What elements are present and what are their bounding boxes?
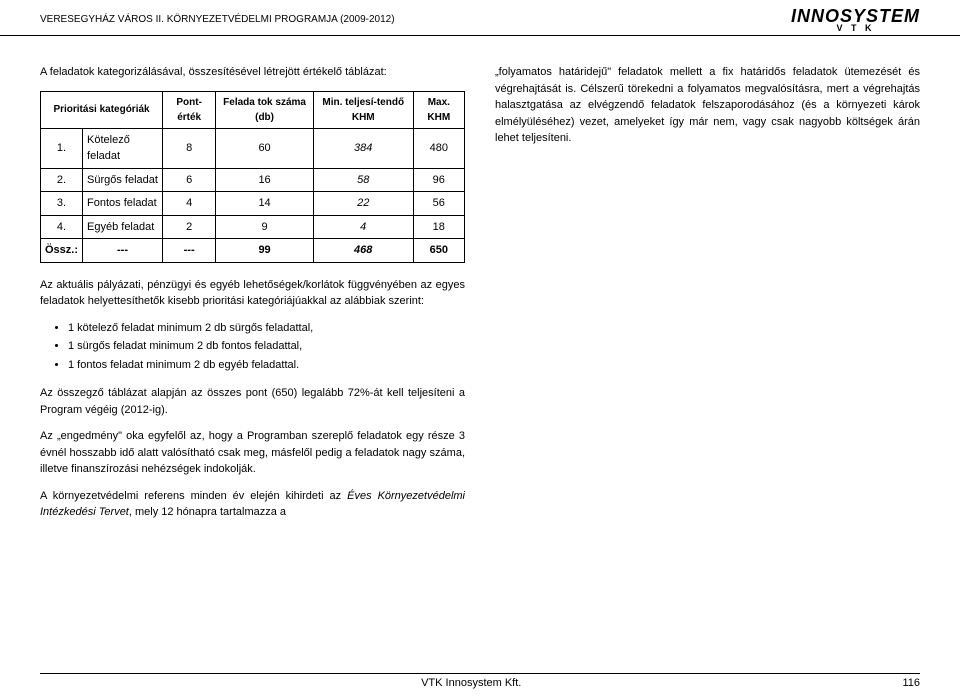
logo: INNOSYSTEM V T K — [791, 6, 920, 33]
page-header: VERESEGYHÁZ VÁROS II. KÖRNYEZETVÉDELMI P… — [0, 0, 960, 36]
intro-text: A feladatok kategorizálásával, összesíté… — [40, 64, 465, 81]
cell-max: 56 — [413, 192, 464, 216]
cell-min: 4 — [313, 215, 413, 239]
cell-db: 9 — [216, 215, 314, 239]
cell-cat: Kötelező feladat — [83, 128, 163, 168]
para4-post: , mely 12 hónapra tartalmazza a — [129, 506, 286, 518]
th-min: Min. teljesí-tendő KHM — [313, 91, 413, 128]
cell-total-p: --- — [163, 239, 216, 263]
priority-table: Prioritási kategóriák Pont-érték Felada … — [40, 91, 465, 263]
cell-db: 14 — [216, 192, 314, 216]
cell-num: 4. — [41, 215, 83, 239]
cell-min: 384 — [313, 128, 413, 168]
cell-total-max: 650 — [413, 239, 464, 263]
cell-num: 3. — [41, 192, 83, 216]
cell-num: 1. — [41, 128, 83, 168]
cell-max: 96 — [413, 168, 464, 192]
para-threshold: Az összegző táblázat alapján az összes p… — [40, 385, 465, 418]
cell-db: 60 — [216, 128, 314, 168]
cell-min: 58 — [313, 168, 413, 192]
para-substitution: Az aktuális pályázati, pénzügyi és egyéb… — [40, 277, 465, 310]
content-columns: A feladatok kategorizálásával, összesíté… — [0, 36, 960, 531]
cell-p: 6 — [163, 168, 216, 192]
cell-cat: Fontos feladat — [83, 192, 163, 216]
cell-total-db: 99 — [216, 239, 314, 263]
right-column: „folyamatos határidejű" feladatok mellet… — [495, 64, 920, 531]
page-footer: VTK Innosystem Kft. 116 — [40, 673, 920, 689]
table-total-row: Össz.: --- --- 99 468 650 — [41, 239, 465, 263]
cell-total-min: 468 — [313, 239, 413, 263]
cell-min: 22 — [313, 192, 413, 216]
cell-cat: Sürgős feladat — [83, 168, 163, 192]
para4-pre: A környezetvédelmi referens minden év el… — [40, 490, 347, 502]
header-title: VERESEGYHÁZ VÁROS II. KÖRNYEZETVÉDELMI P… — [40, 14, 395, 25]
cell-total-label: Össz.: — [41, 239, 83, 263]
table-row: 3. Fontos feladat 4 14 22 56 — [41, 192, 465, 216]
cell-p: 8 — [163, 128, 216, 168]
table-row: 4. Egyéb feladat 2 9 4 18 — [41, 215, 465, 239]
cell-num: 2. — [41, 168, 83, 192]
cell-db: 16 — [216, 168, 314, 192]
th-max: Max. KHM — [413, 91, 464, 128]
table-row: 1. Kötelező feladat 8 60 384 480 — [41, 128, 465, 168]
th-point: Pont-érték — [163, 91, 216, 128]
th-category: Prioritási kategóriák — [41, 91, 163, 128]
cell-max: 480 — [413, 128, 464, 168]
th-count: Felada tok száma (db) — [216, 91, 314, 128]
cell-max: 18 — [413, 215, 464, 239]
footer-page-number: 116 — [902, 677, 920, 689]
list-item: 1 kötelező feladat minimum 2 db sürgős f… — [68, 320, 465, 337]
para-continuous: „folyamatos határidejű" feladatok mellet… — [495, 64, 920, 147]
table-header-row: Prioritási kategóriák Pont-érték Felada … — [41, 91, 465, 128]
footer-center: VTK Innosystem Kft. — [40, 677, 902, 689]
cell-p: 4 — [163, 192, 216, 216]
cell-p: 2 — [163, 215, 216, 239]
list-item: 1 fontos feladat minimum 2 db egyéb fela… — [68, 357, 465, 374]
substitution-list: 1 kötelező feladat minimum 2 db sürgős f… — [40, 320, 465, 374]
left-column: A feladatok kategorizálásával, összesíté… — [40, 64, 465, 531]
table-row: 2. Sürgős feladat 6 16 58 96 — [41, 168, 465, 192]
cell-cat: Egyéb feladat — [83, 215, 163, 239]
list-item: 1 sürgős feladat minimum 2 db fontos fel… — [68, 338, 465, 355]
para-reason: Az „engedmény" oka egyfelől az, hogy a P… — [40, 428, 465, 478]
cell-total-cat: --- — [83, 239, 163, 263]
para-annual-plan: A környezetvédelmi referens minden év el… — [40, 488, 465, 521]
